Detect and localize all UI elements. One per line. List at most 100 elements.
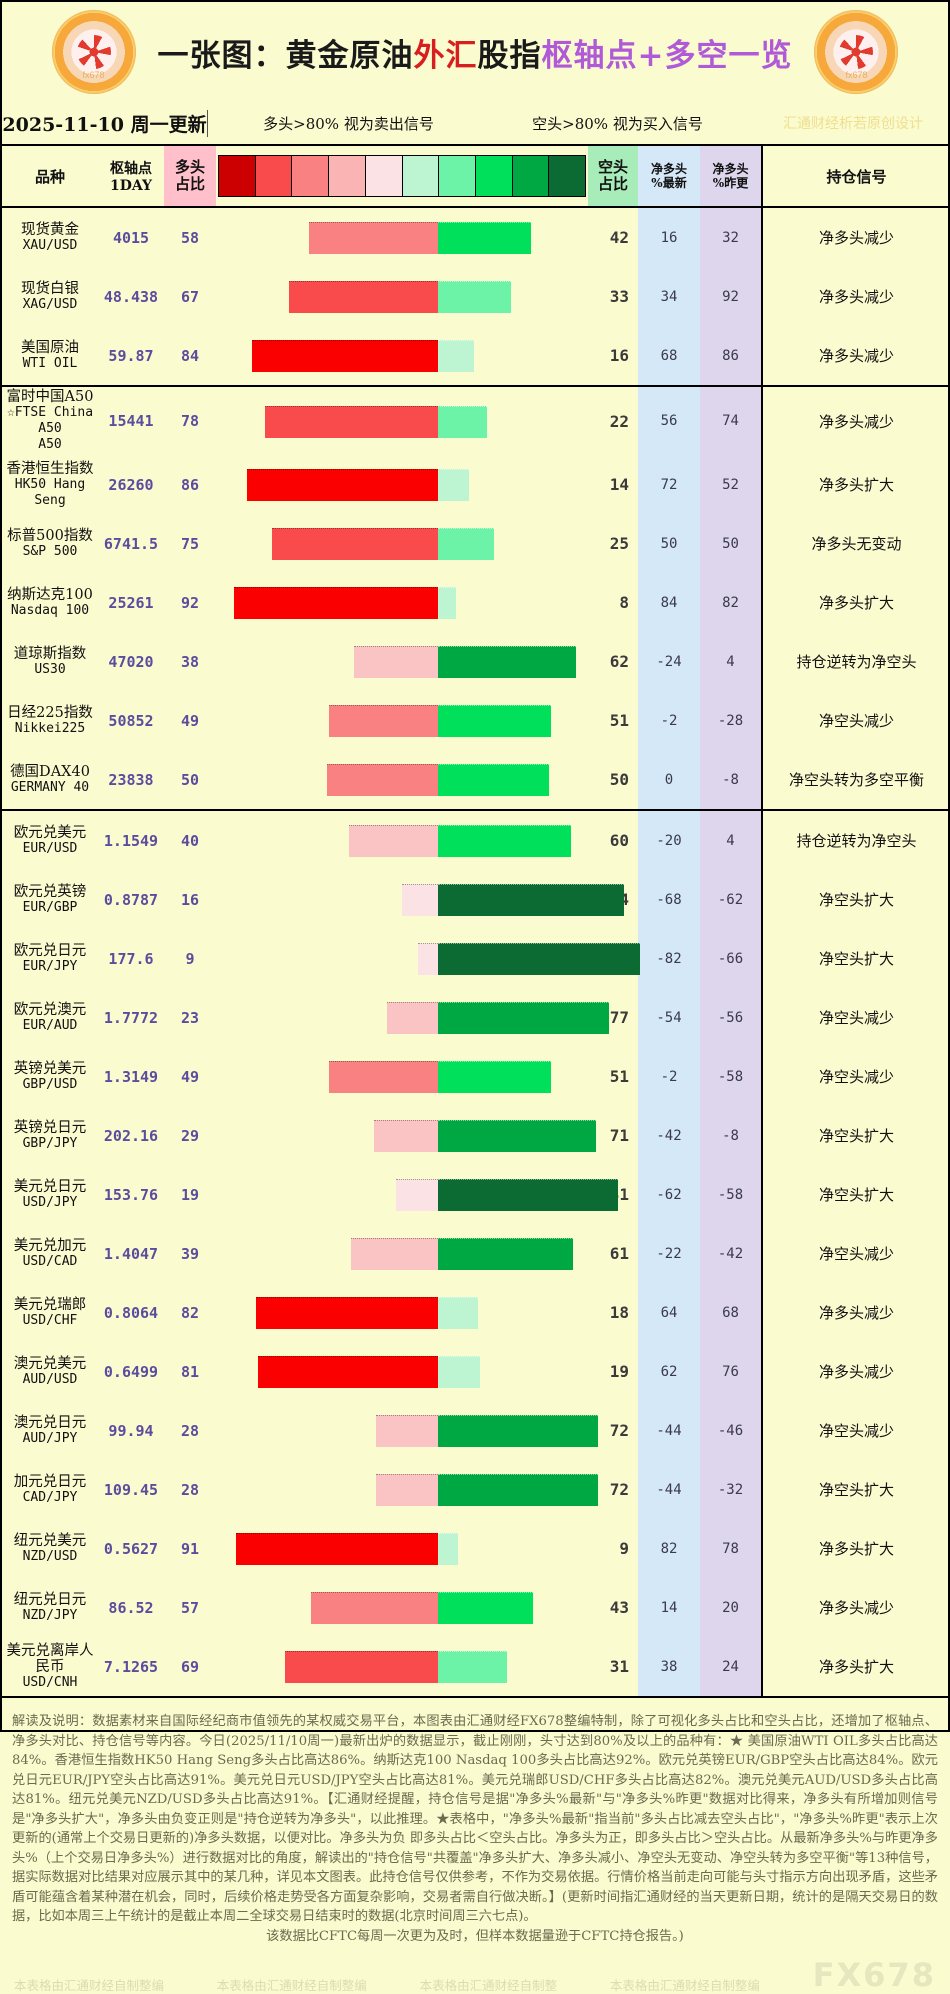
net-long-latest-value: 38 <box>638 1637 700 1696</box>
table-row: 英镑兑日元 GBP/JPY 202.16 29 71 -42 -8 净空头扩大 <box>2 1106 950 1165</box>
legend-swatch-7 <box>475 156 513 196</box>
long-bar-segment <box>353 646 438 678</box>
short-ratio-value: 72 <box>609 1480 629 1499</box>
net-long-latest-value: 34 <box>638 267 700 326</box>
short-bar-segment <box>438 528 494 560</box>
short-ratio-value: 31 <box>609 1657 629 1676</box>
pivot-value: 50852 <box>108 711 154 730</box>
position-signal: 净多头减少 <box>818 229 894 247</box>
legend-swatch-5 <box>402 156 440 196</box>
long-bar-segment <box>386 1002 438 1034</box>
long-ratio-value: 67 <box>180 287 200 306</box>
ratio-bar <box>216 1462 598 1517</box>
position-signal: 净多头无变动 <box>811 535 902 553</box>
footer-paragraph: 解读及说明：数据素材来自国际经纪商市值领先的某权威交易平台，本图表由汇通财经FX… <box>12 1714 938 1924</box>
net-long-previous-value: 74 <box>700 385 763 455</box>
legend-swatch-6 <box>439 156 476 196</box>
long-bar-segment <box>329 1061 438 1093</box>
table-header: 品种 枢轴点 1DAY 多头 占比 空头 占比 净多头 <box>2 146 950 208</box>
pivot-value: 177.6 <box>108 949 154 968</box>
net-long-latest-value: 0 <box>638 750 700 810</box>
circular-seal-icon: fx678 <box>51 10 136 94</box>
pivot-value: 0.8064 <box>103 1303 159 1322</box>
legend-swatch-8 <box>512 156 550 196</box>
short-ratio-value: 42 <box>609 228 629 247</box>
instrument-name-cn: 纽元兑日元 <box>13 1591 87 1608</box>
short-bar-segment <box>438 1651 507 1683</box>
long-bar-segment <box>233 587 438 619</box>
col-header-long-ratio: 多头 占比 <box>164 146 216 208</box>
update-date: 2025-11-10 周一更新 <box>2 109 208 137</box>
ratio-bar <box>216 1521 588 1576</box>
table-row: 德国DAX40 GERMANY 40 23838 50 50 0 -8 净空头转为多空平衡 <box>2 750 950 810</box>
ratio-bar <box>216 457 588 512</box>
credit-text: 本表格由汇通财经自制整编 <box>609 1978 760 1993</box>
credit-text: 本表格由汇通财经自制整编 <box>216 1978 367 1993</box>
watermark-logo: FX678 <box>812 1956 936 1994</box>
instrument-name-cell: 欧元兑日元 EUR/JPY <box>2 929 98 988</box>
short-bar-segment <box>438 469 470 501</box>
long-ratio-value: 58 <box>180 228 200 247</box>
net-long-latest-value: 84 <box>638 573 700 632</box>
instrument-name-cell: 现货黄金 XAU/USD <box>2 207 98 267</box>
short-bar-segment <box>438 1120 596 1152</box>
short-ratio-value: 51 <box>609 1067 629 1086</box>
net-long-previous-value: 32 <box>700 207 763 267</box>
table-row: 美国原油 WTI OIL 59.87 84 16 68 86 净多头减少 <box>2 326 950 386</box>
instrument-name-cell: 纽元兑日元 NZD/JPY <box>2 1578 98 1637</box>
table-row: 富时中国A50 ☆FTSE China A50 A50 15441 78 22 56 74 净多… <box>2 385 950 455</box>
long-ratio-value: 23 <box>180 1008 200 1027</box>
instrument-name-cell: 道琼斯指数 US30 <box>2 632 98 691</box>
pivot-value: 1.4047 <box>103 1244 159 1263</box>
net-long-previous-value: -42 <box>700 1224 763 1283</box>
long-ratio-value: 69 <box>180 1657 200 1676</box>
net-long-previous-value: -58 <box>700 1165 763 1224</box>
long-ratio-value: 28 <box>180 1421 200 1440</box>
net-long-previous-value: 78 <box>700 1519 763 1578</box>
instrument-name-cn: 日经225指数 <box>7 704 93 721</box>
instrument-name-cn: 欧元兑英镑 <box>13 883 87 900</box>
net-long-previous-value: -8 <box>700 750 763 810</box>
long-bar-segment <box>284 1651 438 1683</box>
ratio-bar-cell <box>216 267 588 326</box>
ratio-bar <box>216 931 641 986</box>
table-row: 美元兑加元 USD/CAD 1.4047 39 61 -22 -42 净空头减少 <box>2 1224 950 1283</box>
position-signal: 净空头扩大 <box>818 891 894 909</box>
pivot-value: 15441 <box>98 385 164 455</box>
ratio-bar-cell <box>216 207 588 267</box>
ratio-bar-cell <box>216 1283 588 1342</box>
long-ratio-value: 29 <box>180 1126 200 1145</box>
pivot-value: 4015 <box>112 228 150 247</box>
instrument-name-cn: 香港恒生指数 <box>6 460 94 477</box>
footer-credits: 本表格由汇通财经自制整编 本表格由汇通财经自制整编 本表格由汇通财经自制整 本表… <box>2 1950 948 1994</box>
short-ratio-value: 33 <box>609 287 629 306</box>
net-long-latest-value: 82 <box>638 1519 700 1578</box>
short-ratio-value: 61 <box>609 1244 629 1263</box>
short-bar-segment <box>438 1533 458 1565</box>
ratio-bar <box>216 693 588 748</box>
instrument-name-cell: 现货白银 XAG/USD <box>2 267 98 326</box>
short-bar-segment <box>438 1592 534 1624</box>
instrument-name-cn: 英镑兑美元 <box>13 1060 87 1077</box>
pivot-value: 26260 <box>108 475 154 494</box>
ratio-bar <box>216 752 588 807</box>
instrument-name-cn: 澳元兑美元 <box>13 1355 87 1372</box>
position-signal: 净多头减少 <box>762 385 950 455</box>
ratio-bar-cell <box>216 632 588 691</box>
ratio-bar <box>216 1639 588 1694</box>
ratio-bar-cell <box>216 988 609 1047</box>
table-row: 标普500指数 S&P 500 6741.5 75 25 50 50 净多头无变动 <box>2 514 950 573</box>
position-signal: 净多头扩大 <box>818 1658 894 1676</box>
long-ratio-value: 40 <box>164 809 216 870</box>
col-header-net-new-line1: 净多头 <box>650 162 687 176</box>
title-part-2: 外汇 <box>413 37 478 74</box>
short-ratio-value: 14 <box>609 475 629 494</box>
short-bar-segment <box>438 1179 618 1211</box>
long-bar-segment <box>375 1415 438 1447</box>
long-bar-segment <box>351 1238 438 1270</box>
ratio-bar-cell <box>216 573 588 632</box>
short-ratio-value: 51 <box>609 711 629 730</box>
ratio-bar <box>216 1108 596 1163</box>
net-long-previous-value: -58 <box>700 1047 763 1106</box>
